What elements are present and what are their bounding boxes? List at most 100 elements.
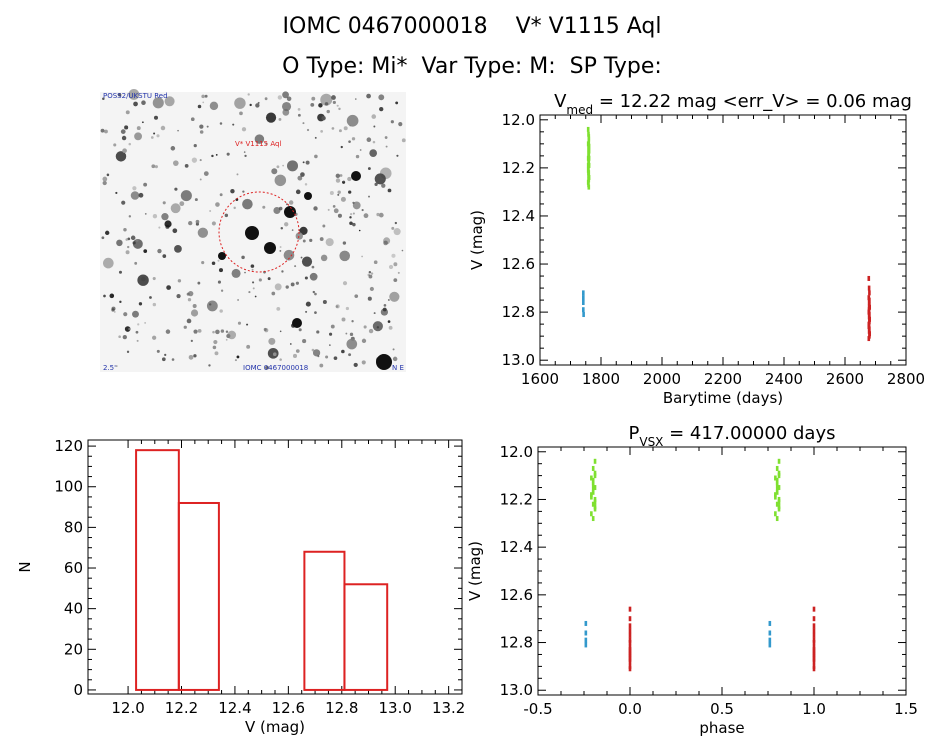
sky-star (212, 330, 215, 334)
sky-star (152, 214, 158, 219)
sky-star (352, 201, 361, 210)
sky-star (335, 178, 341, 183)
sky-star (325, 355, 329, 359)
sky-star (156, 349, 160, 353)
sky-star (349, 332, 354, 337)
hist-xtick-label: 13.0 (379, 699, 412, 717)
sky-star (361, 338, 367, 344)
sky-star (265, 142, 268, 145)
sky-star (333, 356, 338, 361)
sky-star (254, 295, 257, 298)
sky-star (127, 237, 131, 241)
sky-star (297, 175, 303, 181)
sky-star (373, 125, 376, 128)
sky-star (254, 134, 265, 144)
sky-star (128, 142, 132, 146)
sky-star (392, 356, 398, 362)
sky-star (121, 135, 127, 141)
sky-star (352, 212, 355, 215)
sky-star (246, 323, 249, 326)
sky-star (285, 203, 288, 206)
ph-data-point (628, 659, 632, 665)
sky-star (346, 338, 358, 350)
sky-star (158, 226, 161, 229)
ph-data-point (593, 458, 597, 464)
sky-star (265, 365, 269, 370)
sky-star (295, 189, 301, 195)
sky-star (295, 232, 303, 240)
ph-data-point (584, 630, 588, 636)
sky-star (378, 94, 385, 101)
sky-star (387, 299, 390, 301)
ph-data-point (812, 640, 816, 646)
lightcurve-title: Vmed = 12.22 mag <err_V> = 0.06 mag (554, 91, 912, 117)
ph-data-point (775, 465, 779, 471)
sky-star (102, 176, 108, 182)
sky-star (113, 143, 117, 147)
sky-star (177, 279, 182, 283)
sky-overlay-scale: 2.5' (103, 364, 116, 372)
sky-star (244, 271, 246, 274)
sky-star (211, 221, 216, 226)
sky-star (383, 240, 388, 246)
sky-star (101, 236, 105, 240)
ph-data-point (768, 637, 772, 643)
sky-star (327, 208, 330, 211)
sky-star (278, 206, 283, 211)
sky-star (133, 101, 138, 107)
sky-star (220, 289, 224, 292)
ph-data-point (768, 642, 772, 648)
sky-star (192, 304, 197, 309)
lc-ytick-label: 12.6 (502, 255, 535, 273)
sky-star (379, 106, 384, 112)
hist-ytick-label: 100 (54, 478, 83, 496)
sky-star (322, 299, 327, 304)
sky-star (279, 358, 282, 361)
sky-star (136, 339, 139, 342)
sky-star (208, 364, 211, 367)
sky-star (102, 97, 105, 101)
sky-star (348, 353, 352, 357)
sky-star (130, 235, 136, 241)
sky-star (213, 339, 218, 345)
sky-star (160, 125, 166, 131)
ph-xtick-label: -0.5 (523, 700, 552, 718)
sky-star (297, 113, 301, 117)
sky-star (337, 213, 342, 218)
sky-star (345, 306, 350, 311)
sky-star (277, 95, 283, 100)
sky-star (376, 212, 380, 217)
sky-star (177, 129, 179, 132)
sky-star (215, 329, 220, 335)
sky-star (121, 200, 126, 205)
sky-star (281, 270, 284, 273)
sky-star (297, 108, 301, 111)
sky-star (230, 189, 235, 194)
ph-data-point (775, 482, 779, 488)
sky-star (242, 198, 253, 210)
sky-star (320, 254, 328, 262)
ph-data-point (593, 473, 597, 479)
lc-xtick-label: 2400 (765, 370, 803, 388)
sky-star (237, 299, 239, 301)
sky-star (162, 201, 166, 205)
lc-ytick-label: 12.2 (502, 159, 535, 177)
ph-data-point (628, 632, 632, 638)
sky-star (124, 125, 129, 130)
sky-bright-star (376, 354, 392, 370)
sky-star (324, 102, 329, 106)
sky-star (395, 101, 399, 105)
ph-data-point (777, 458, 781, 464)
phased-title-rest: = 417.00000 days (663, 423, 835, 444)
sky-star (390, 120, 394, 124)
sky-star (119, 300, 122, 304)
sky-star (226, 152, 230, 156)
sky-star (291, 229, 294, 231)
sky-star (354, 98, 357, 100)
sky-star (330, 324, 335, 329)
sky-star (190, 309, 199, 317)
sky-star (151, 164, 156, 169)
sky-star (128, 215, 132, 218)
sky-star (325, 238, 334, 247)
sky-star (373, 260, 378, 265)
